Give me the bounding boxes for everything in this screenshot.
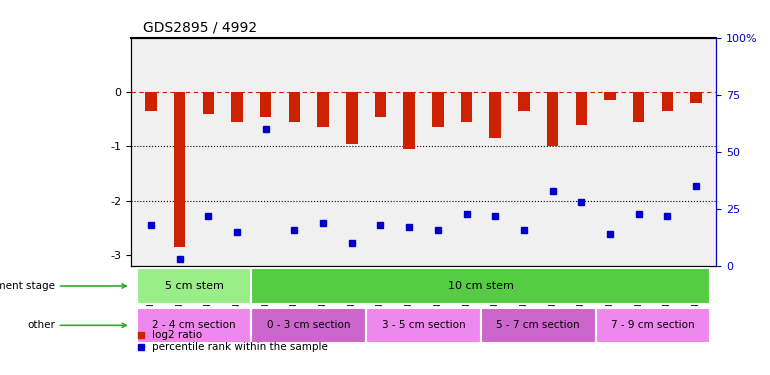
FancyBboxPatch shape bbox=[136, 268, 251, 304]
FancyBboxPatch shape bbox=[136, 308, 251, 343]
Text: development stage: development stage bbox=[0, 281, 126, 291]
FancyBboxPatch shape bbox=[481, 308, 596, 343]
Text: 5 cm stem: 5 cm stem bbox=[165, 281, 223, 291]
Bar bbox=[375, 92, 387, 117]
FancyBboxPatch shape bbox=[596, 308, 711, 343]
Bar bbox=[289, 92, 300, 122]
Bar bbox=[317, 92, 329, 128]
Bar bbox=[403, 92, 415, 149]
Bar bbox=[633, 92, 644, 122]
Bar bbox=[260, 92, 272, 117]
Bar bbox=[547, 92, 558, 147]
FancyBboxPatch shape bbox=[251, 268, 711, 304]
Bar bbox=[604, 92, 616, 100]
Bar bbox=[146, 92, 157, 111]
Text: 7 - 9 cm section: 7 - 9 cm section bbox=[611, 320, 695, 330]
Text: 3 - 5 cm section: 3 - 5 cm section bbox=[382, 320, 465, 330]
Bar bbox=[518, 92, 530, 111]
Bar bbox=[346, 92, 357, 144]
FancyBboxPatch shape bbox=[251, 308, 366, 343]
Bar bbox=[490, 92, 501, 138]
Text: 2 - 4 cm section: 2 - 4 cm section bbox=[152, 320, 236, 330]
Bar bbox=[661, 92, 673, 111]
Bar bbox=[690, 92, 701, 103]
Bar bbox=[432, 92, 444, 128]
Bar bbox=[231, 92, 243, 122]
Bar bbox=[460, 92, 472, 122]
Bar bbox=[203, 92, 214, 114]
Legend: log2 ratio, percentile rank within the sample: log2 ratio, percentile rank within the s… bbox=[136, 330, 327, 352]
Text: 0 - 3 cm section: 0 - 3 cm section bbox=[267, 320, 350, 330]
Bar bbox=[575, 92, 587, 124]
Bar bbox=[174, 92, 186, 247]
Text: 10 cm stem: 10 cm stem bbox=[448, 281, 514, 291]
Text: 5 - 7 cm section: 5 - 7 cm section bbox=[497, 320, 580, 330]
Text: GDS2895 / 4992: GDS2895 / 4992 bbox=[142, 21, 256, 35]
Text: other: other bbox=[27, 320, 126, 330]
FancyBboxPatch shape bbox=[366, 308, 481, 343]
